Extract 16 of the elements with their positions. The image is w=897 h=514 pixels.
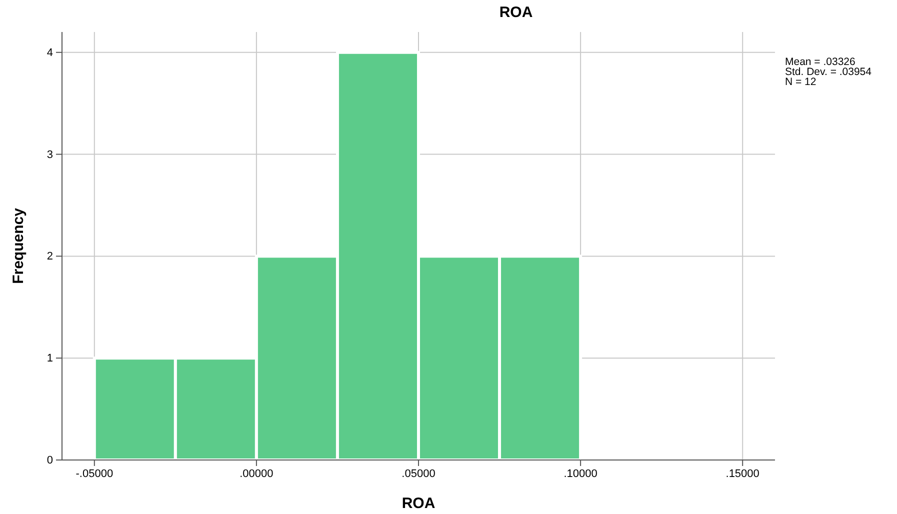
x-tick-label: .05000 [402,468,436,480]
x-tick-label: -.05000 [76,468,114,480]
text: Mean = .03326 [785,56,856,68]
y-tick-label: 3 [46,148,53,161]
x-tick-label: .15000 [726,468,760,480]
y-axis-title: Frequency [10,207,27,284]
y-tick-label: 1 [46,352,53,365]
x-tick-label: .00000 [240,468,274,480]
text: N = 12 [785,76,816,88]
y-tick-label: 2 [46,250,53,263]
chart-title: ROA [499,4,533,21]
y-tick-label: 4 [46,46,53,59]
x-tick-label: .10000 [564,468,598,480]
y-tick-label: 0 [46,454,53,467]
text: Std. Dev. = .03954 [785,66,872,78]
x-axis-title: ROA [402,495,436,512]
